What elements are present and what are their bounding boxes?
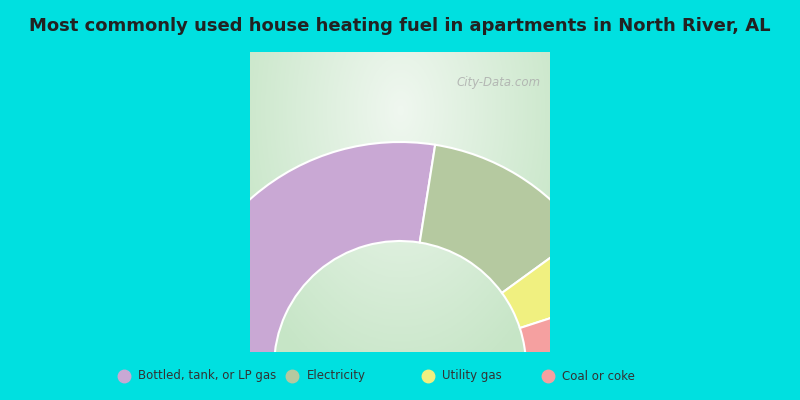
Text: Utility gas: Utility gas: [442, 370, 502, 382]
Wedge shape: [520, 298, 625, 367]
Text: Bottled, tank, or LP gas: Bottled, tank, or LP gas: [138, 370, 277, 382]
Wedge shape: [502, 235, 614, 328]
Wedge shape: [420, 145, 582, 293]
Wedge shape: [175, 142, 435, 367]
Text: Most commonly used house heating fuel in apartments in North River, AL: Most commonly used house heating fuel in…: [30, 17, 770, 35]
Text: City-Data.com: City-Data.com: [457, 76, 541, 89]
Text: Coal or coke: Coal or coke: [562, 370, 635, 382]
Text: Electricity: Electricity: [306, 370, 366, 382]
